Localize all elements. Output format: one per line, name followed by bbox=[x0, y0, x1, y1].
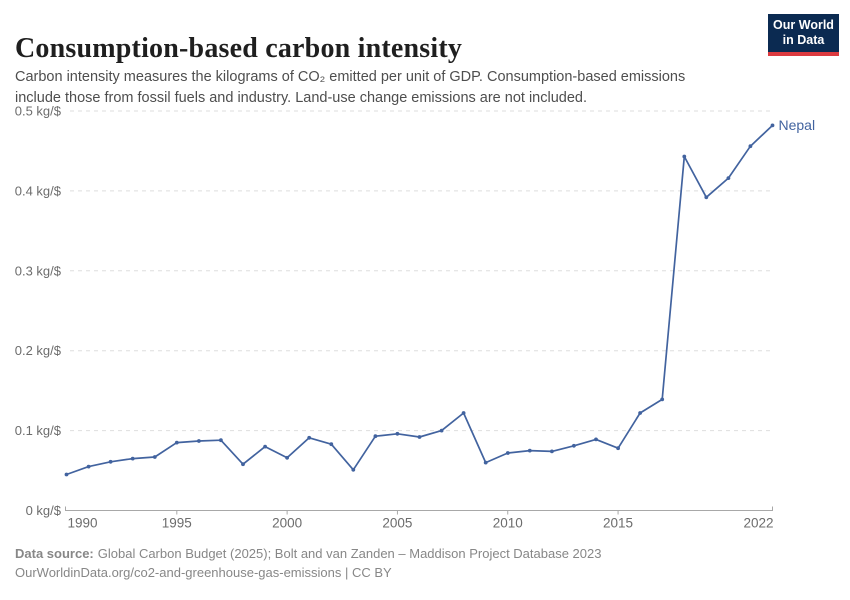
data-point-1991[interactable] bbox=[86, 464, 91, 469]
x-axis bbox=[65, 506, 773, 511]
owid-logo-line2: in Data bbox=[782, 33, 825, 47]
y-tick-label: 0.5 kg/$ bbox=[15, 104, 62, 119]
series-line-nepal[interactable] bbox=[65, 124, 774, 476]
data-point-1996[interactable] bbox=[197, 439, 201, 443]
data-source-line: Data source: Global Carbon Budget (2025);… bbox=[15, 545, 775, 564]
data-point-2021[interactable] bbox=[748, 144, 753, 149]
x-tick-label: 2000 bbox=[272, 516, 302, 531]
chart-footer: Data source: Global Carbon Budget (2025);… bbox=[15, 545, 775, 582]
data-point-2013[interactable] bbox=[572, 443, 576, 448]
x-tick-label: 2005 bbox=[382, 516, 412, 531]
data-point-2003[interactable] bbox=[351, 467, 356, 472]
data-point-2012[interactable] bbox=[550, 449, 554, 454]
y-tick-label: 0.3 kg/$ bbox=[15, 263, 62, 278]
data-point-2010[interactable] bbox=[505, 451, 510, 455]
url-license-line[interactable]: OurWorldinData.org/co2-and-greenhouse-ga… bbox=[15, 564, 392, 580]
x-tick-label: 2010 bbox=[493, 516, 523, 531]
data-point-2016[interactable] bbox=[638, 411, 642, 415]
data-point-2009[interactable] bbox=[483, 460, 488, 465]
data-point-1998[interactable] bbox=[241, 462, 245, 467]
data-point-1994[interactable] bbox=[152, 455, 157, 459]
data-point-2000[interactable] bbox=[285, 455, 289, 460]
data-point-2017[interactable] bbox=[660, 397, 665, 402]
data-source-label: Data source: bbox=[15, 546, 94, 561]
entity-label[interactable]: Nepal bbox=[779, 117, 816, 133]
x-tick-label: 2015 bbox=[603, 516, 633, 531]
data-point-2019[interactable] bbox=[704, 195, 709, 200]
data-point-1999[interactable] bbox=[263, 444, 267, 449]
data-point-2001[interactable] bbox=[307, 435, 312, 440]
data-point-1997[interactable] bbox=[219, 438, 223, 443]
page-title: Consumption-based carbon intensity bbox=[15, 32, 463, 64]
data-point-2008[interactable] bbox=[461, 411, 466, 415]
data-point-2014[interactable] bbox=[594, 437, 598, 442]
y-tick-label: 0.4 kg/$ bbox=[15, 183, 62, 198]
x-tick-label: 1990 bbox=[68, 516, 98, 531]
data-point-2011[interactable] bbox=[527, 448, 532, 453]
data-point-2007[interactable] bbox=[439, 428, 444, 433]
chart-subtitle: Carbon intensity measures the kilograms … bbox=[15, 68, 686, 106]
data-point-1995[interactable] bbox=[174, 440, 179, 445]
data-point-1993[interactable] bbox=[130, 456, 135, 461]
data-source-text: Global Carbon Budget (2025); Bolt and va… bbox=[97, 546, 602, 561]
data-point-2022[interactable] bbox=[770, 123, 775, 128]
data-point-2015[interactable] bbox=[616, 446, 620, 451]
owid-logo-line1: Our World bbox=[773, 18, 834, 32]
data-point-2018[interactable] bbox=[682, 154, 687, 159]
data-point-2006[interactable] bbox=[417, 435, 422, 439]
data-point-2002[interactable] bbox=[329, 442, 334, 447]
data-point-2020[interactable] bbox=[726, 176, 731, 181]
data-point-2004[interactable] bbox=[373, 434, 378, 439]
data-point-1992[interactable] bbox=[108, 459, 113, 464]
y-tick-label: 0.1 kg/$ bbox=[15, 423, 62, 438]
y-tick-label: 0 kg/$ bbox=[26, 503, 62, 518]
data-point-2005[interactable] bbox=[395, 431, 400, 436]
owid-logo[interactable]: Our World in Data bbox=[768, 14, 839, 56]
y-tick-label: 0.2 kg/$ bbox=[15, 343, 62, 358]
x-tick-label: 1995 bbox=[162, 516, 192, 531]
data-point-1990[interactable] bbox=[64, 472, 69, 477]
x-tick-label: 2022 bbox=[743, 516, 773, 531]
